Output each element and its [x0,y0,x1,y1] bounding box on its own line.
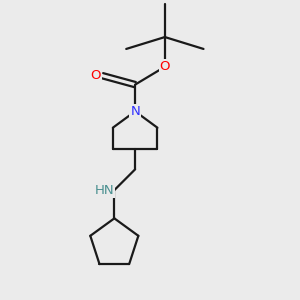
Text: O: O [91,69,101,82]
Text: HN: HN [95,184,114,196]
Text: O: O [160,60,170,73]
Text: N: N [130,105,140,118]
